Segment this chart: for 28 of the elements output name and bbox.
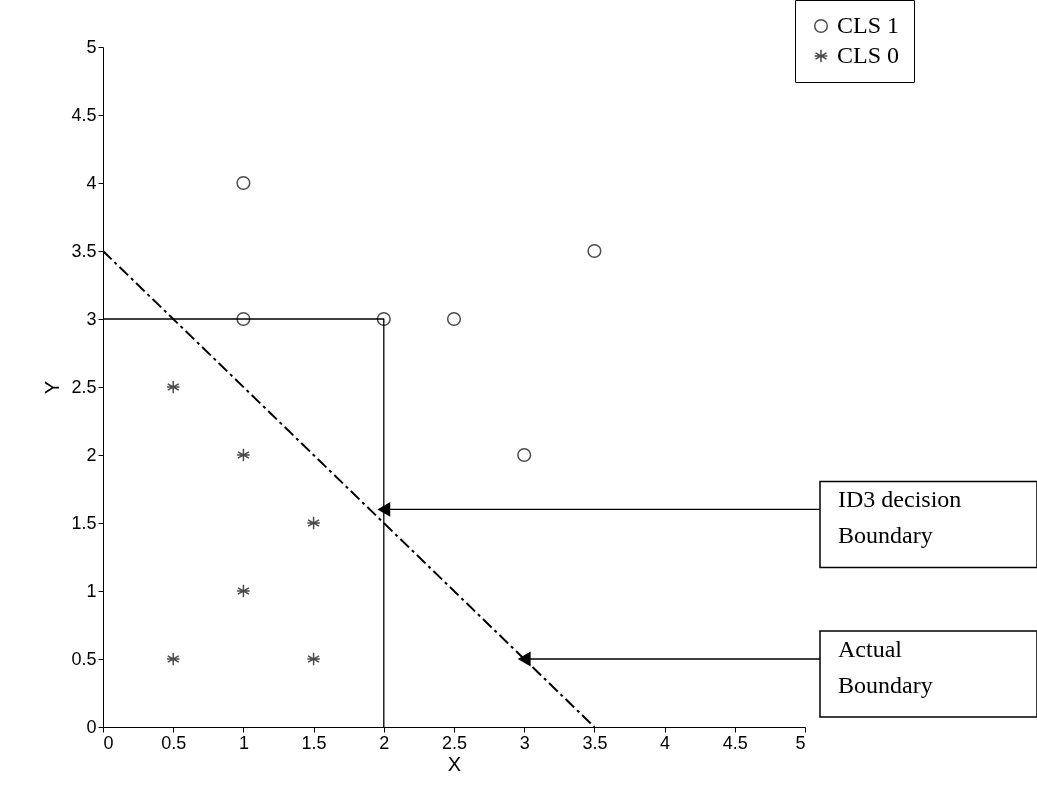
y-tick-label: 2 [86,444,97,465]
x-tick-label: 1 [238,732,249,753]
x-tick-label: 3 [519,732,530,753]
x-tick-label: 2.5 [441,732,468,753]
y-tick-label: 3.5 [71,240,97,261]
y-tick-label: 1 [86,580,97,601]
y-axis-title: Y [41,380,64,395]
x-tick-label: 4 [660,732,671,753]
y-tick-label: 0.5 [71,648,97,669]
y-tick-label: 1.5 [71,512,97,533]
x-tick-label: 0.5 [161,732,187,753]
y-tick-label: 4.5 [71,104,97,125]
y-tick-label: 0 [86,716,97,737]
legend-label: CLS 1 [837,12,900,38]
x-axis-title: X [447,752,462,775]
x-tick-label: 5 [795,732,806,753]
y-tick-label: 3 [86,308,97,329]
x-tick-label: 4.5 [722,732,748,753]
y-tick-label: 5 [86,36,97,57]
y-tick-label: 2.5 [71,376,97,397]
x-tick-label: 2 [379,732,390,753]
x-tick-label: 1.5 [301,732,327,753]
annotation: ID3 decision Boundary [838,486,962,549]
x-tick-label: 0 [103,732,114,753]
x-tick-label: 3.5 [582,732,608,753]
y-tick-label: 4 [86,172,97,193]
annotation: Actual Boundary [838,636,933,698]
legend-label: CLS 0 [837,42,900,68]
